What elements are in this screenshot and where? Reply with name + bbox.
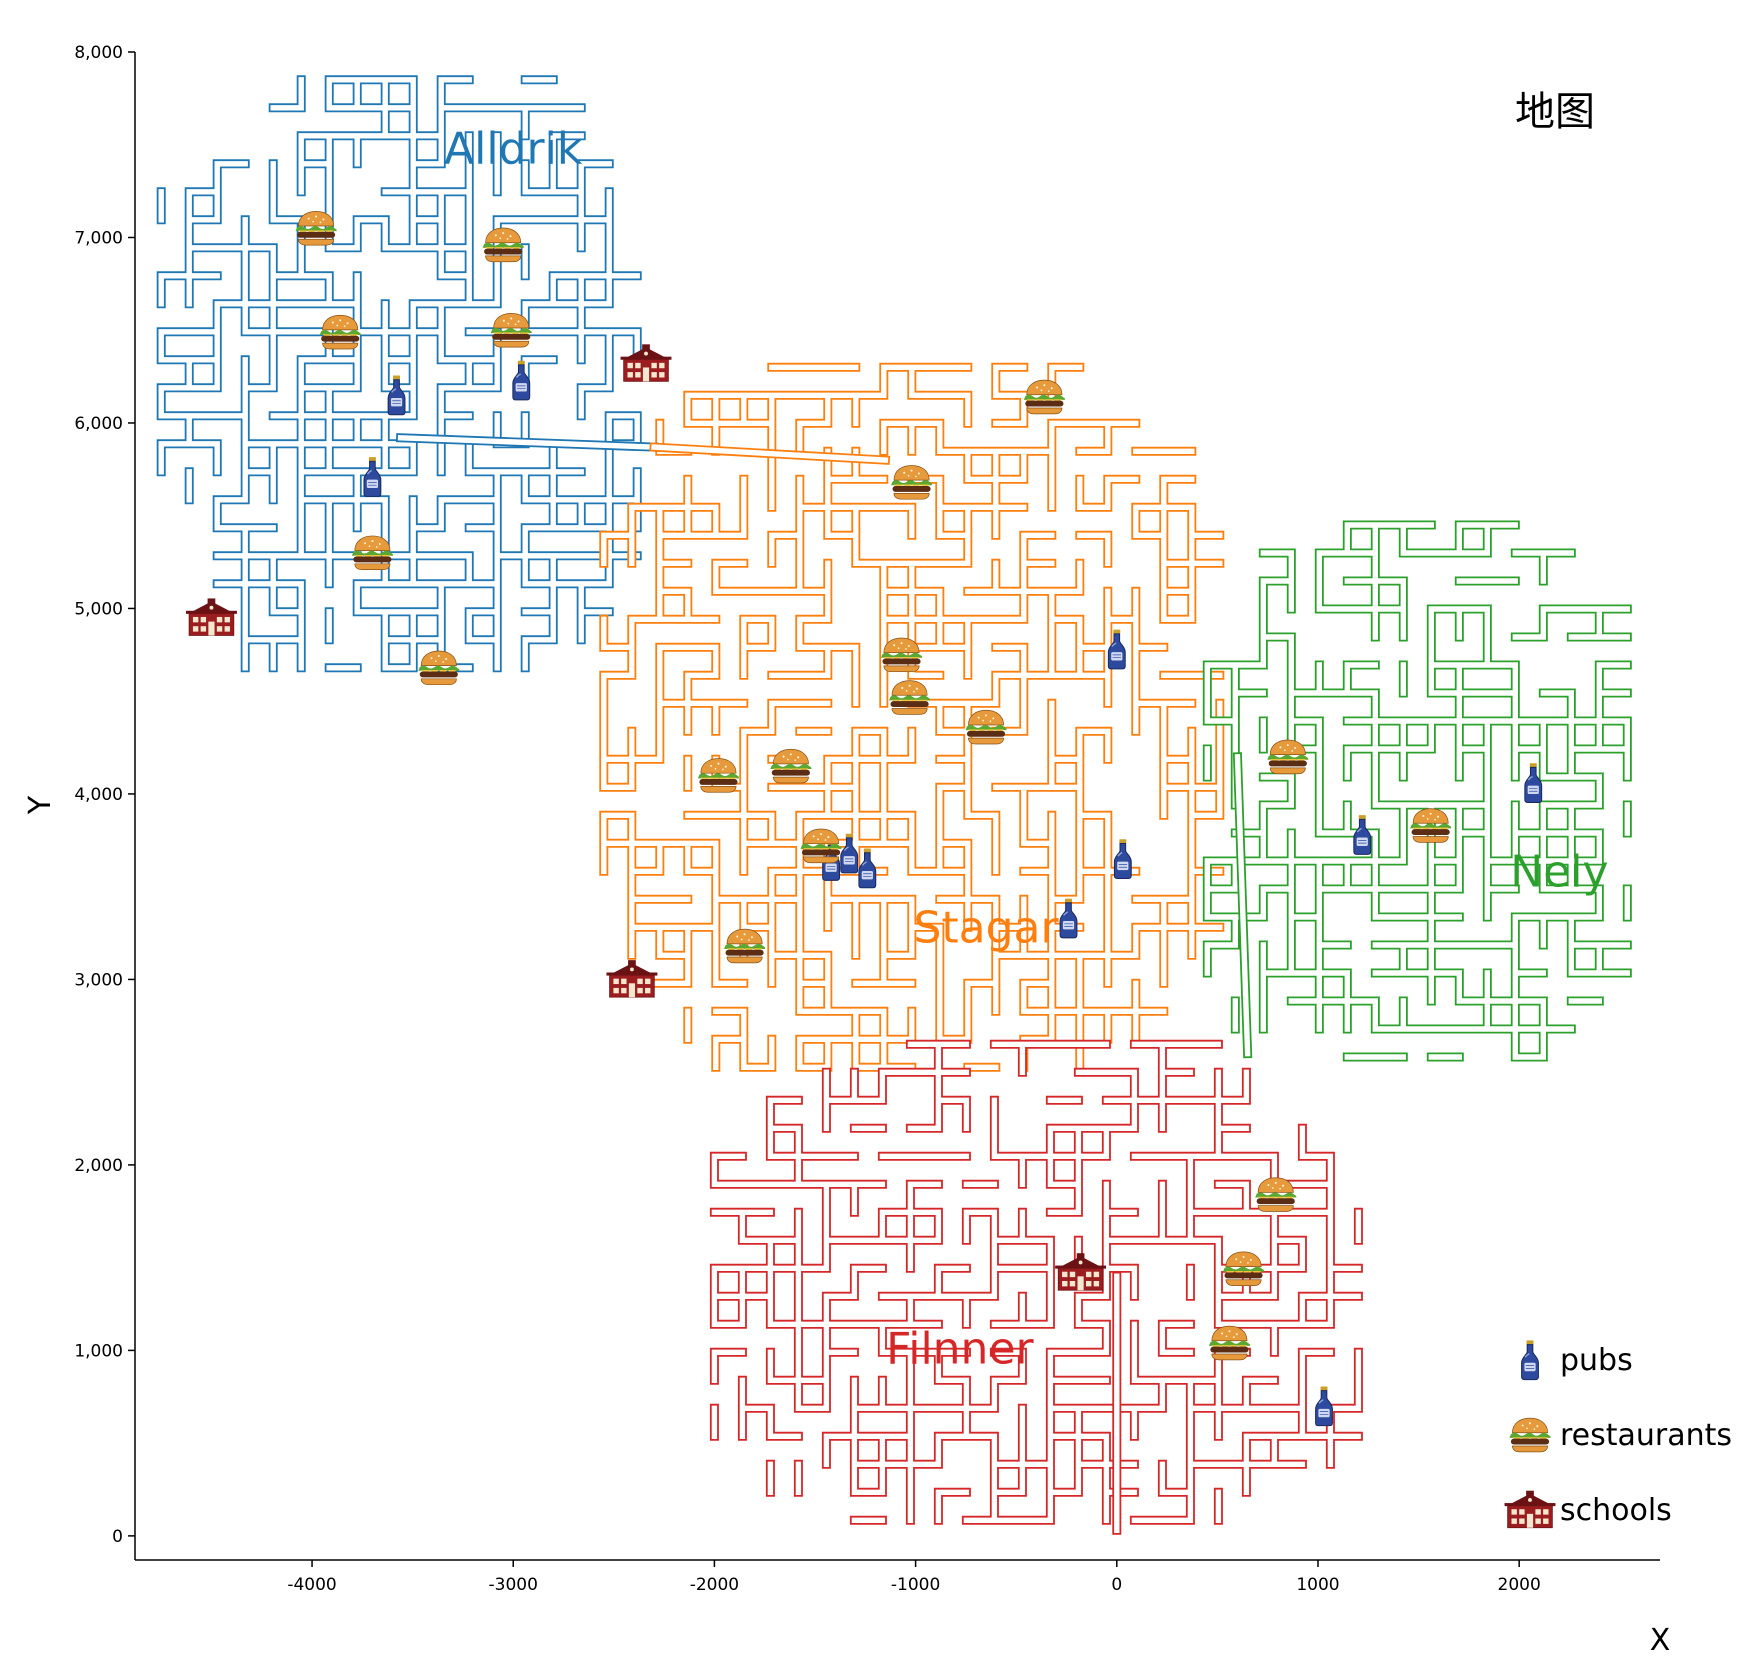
burger-icon: [1509, 1417, 1551, 1453]
x-tick-label: -1000: [891, 1575, 940, 1595]
legend-item-restaurants: restaurants: [1509, 1417, 1732, 1453]
street-networks: [156, 75, 1632, 1535]
school-icon: [1504, 1490, 1556, 1529]
burger-icon[interactable]: [697, 758, 740, 793]
legend-label: schools: [1560, 1493, 1672, 1528]
legend-label: pubs: [1560, 1343, 1633, 1378]
legend-item-pubs: pubs: [1520, 1339, 1633, 1381]
pub-bottle-icon[interactable]: [858, 847, 877, 889]
y-tick-label: 8,000: [74, 43, 123, 63]
y-tick-label: 1,000: [74, 1341, 123, 1361]
burger-icon[interactable]: [417, 650, 460, 686]
y-tick-label: 7,000: [74, 228, 123, 248]
x-tick-label: 0: [1111, 1575, 1122, 1595]
district-label-nely: Nely: [1510, 847, 1608, 898]
burger-icon[interactable]: [723, 928, 766, 964]
burger-icon[interactable]: [1266, 739, 1309, 775]
burger-icon[interactable]: [800, 828, 842, 864]
x-tick-label: -4000: [287, 1575, 336, 1595]
burger-icon[interactable]: [769, 748, 812, 784]
burger-icon[interactable]: [490, 312, 533, 348]
x-tick-label: 2000: [1498, 1575, 1541, 1595]
burger-icon[interactable]: [1023, 379, 1066, 415]
burger-icon[interactable]: [482, 227, 525, 263]
district-label-alldrik: Alldrik: [444, 123, 583, 174]
burger-icon[interactable]: [319, 314, 362, 350]
y-tick-label: 0: [112, 1527, 123, 1547]
streets-filnner: [709, 1039, 1363, 1525]
district-label-stagar: Stagar: [913, 902, 1059, 953]
school-icon[interactable]: [185, 598, 238, 636]
y-tick-label: 3,000: [74, 970, 123, 990]
y-tick-label: 5,000: [74, 599, 123, 619]
burger-icon[interactable]: [890, 465, 933, 500]
burger-icon[interactable]: [1208, 1325, 1251, 1361]
x-tick-label: -3000: [489, 1575, 538, 1595]
y-tick-label: 2,000: [74, 1156, 123, 1176]
axes: -4000 -3000 -2000 -1000 0 1000 2000 0 1,000 2,00…: [23, 43, 1670, 1658]
legend-item-schools: schools: [1504, 1490, 1672, 1529]
district-label-filnner: Filnner: [886, 1323, 1034, 1374]
map-title: 地图: [1515, 89, 1595, 135]
x-tick-label: 1000: [1296, 1575, 1339, 1595]
streets-alldrik: [156, 75, 642, 673]
pub-bottle-icon[interactable]: [1113, 838, 1132, 880]
burger-icon[interactable]: [888, 680, 931, 715]
district-labels: Alldrik Stagar Nely Filnner: [444, 123, 1608, 1374]
pub-bottle-icon[interactable]: [387, 374, 406, 416]
burger-icon[interactable]: [880, 637, 923, 673]
y-tick-label: 4,000: [74, 785, 123, 805]
x-axis-title: X: [1650, 1623, 1671, 1658]
connector-roads: [395, 433, 1253, 1535]
pub-bottle-icon[interactable]: [1353, 814, 1372, 856]
school-icon[interactable]: [620, 343, 672, 382]
burger-icon[interactable]: [1222, 1251, 1265, 1287]
burger-icon[interactable]: [351, 535, 394, 571]
burger-icon[interactable]: [295, 210, 337, 246]
school-icon[interactable]: [1054, 1252, 1107, 1291]
school-icon[interactable]: [606, 959, 658, 998]
streets-stagar: [599, 362, 1225, 1072]
y-axis: 0 1,000 2,000 3,000 4,000 5,000 6,000 7,000 8,00…: [74, 43, 136, 1560]
pub-bottle-icon[interactable]: [363, 456, 382, 498]
y-axis-title: Y: [23, 795, 58, 815]
legend: pubs restaurants schools: [1504, 1339, 1732, 1529]
streets-nely: [1202, 520, 1632, 1062]
pub-bottle-icon[interactable]: [1314, 1385, 1334, 1427]
x-axis: -4000 -3000 -2000 -1000 0 1000 2000: [135, 1559, 1660, 1595]
legend-label: restaurants: [1560, 1418, 1732, 1453]
pub-bottle-icon: [1520, 1339, 1540, 1381]
burger-icon[interactable]: [1409, 808, 1452, 843]
pub-bottle-icon[interactable]: [1059, 897, 1078, 939]
y-tick-label: 6,000: [74, 414, 123, 434]
burger-icon[interactable]: [1254, 1177, 1297, 1212]
burger-icon[interactable]: [965, 709, 1007, 745]
x-tick-label: -2000: [690, 1575, 739, 1595]
